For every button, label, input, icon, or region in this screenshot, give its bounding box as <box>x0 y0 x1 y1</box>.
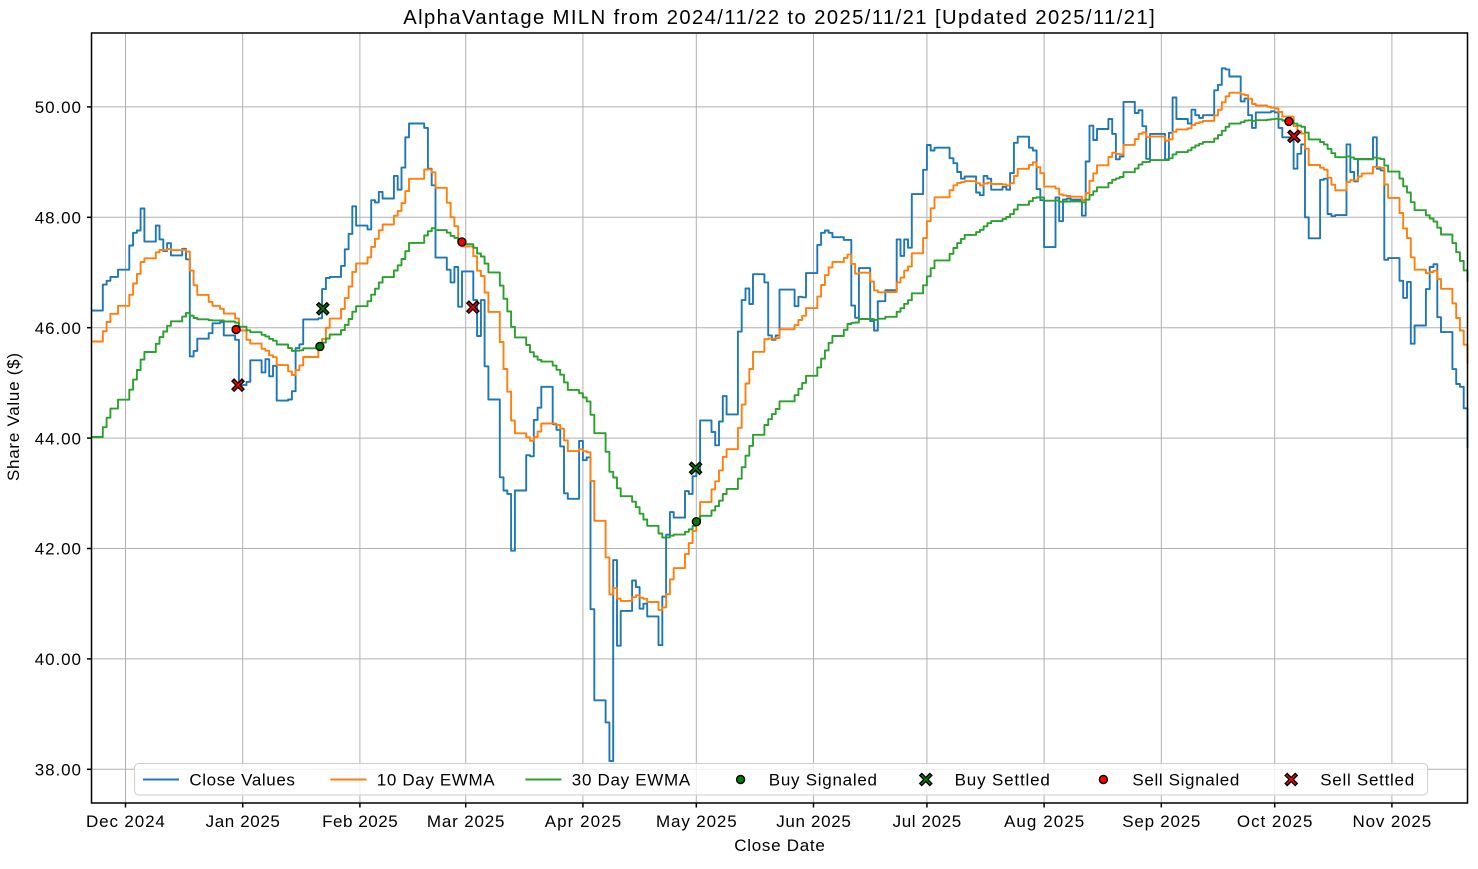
svg-text:Share Value ($): Share Value ($) <box>4 353 23 481</box>
svg-text:42.00: 42.00 <box>35 540 81 559</box>
svg-text:Aug 2025: Aug 2025 <box>1004 812 1084 831</box>
svg-text:48.00: 48.00 <box>35 209 81 228</box>
svg-text:Jul 2025: Jul 2025 <box>893 812 962 831</box>
svg-text:AlphaVantage MILN from 2024/11: AlphaVantage MILN from 2024/11/22 to 202… <box>403 7 1155 29</box>
svg-text:38.00: 38.00 <box>35 761 81 780</box>
svg-text:10 Day EWMA: 10 Day EWMA <box>377 771 495 790</box>
svg-text:Buy Settled: Buy Settled <box>955 771 1050 790</box>
svg-text:May 2025: May 2025 <box>656 812 737 831</box>
svg-text:Close Date: Close Date <box>734 836 825 855</box>
svg-text:Nov 2025: Nov 2025 <box>1353 812 1432 831</box>
svg-text:Sell Settled: Sell Settled <box>1320 771 1414 790</box>
svg-text:Feb 2025: Feb 2025 <box>322 812 398 831</box>
svg-text:Sell Signaled: Sell Signaled <box>1132 771 1239 790</box>
svg-text:Jan 2025: Jan 2025 <box>206 812 280 831</box>
svg-text:Mar 2025: Mar 2025 <box>427 812 505 831</box>
svg-text:40.00: 40.00 <box>35 650 81 669</box>
svg-text:30 Day EWMA: 30 Day EWMA <box>572 771 691 790</box>
svg-text:Dec 2024: Dec 2024 <box>86 812 165 831</box>
svg-text:Apr 2025: Apr 2025 <box>545 812 622 831</box>
svg-text:50.00: 50.00 <box>35 98 81 117</box>
svg-text:Close Values: Close Values <box>189 771 295 790</box>
svg-text:Oct 2025: Oct 2025 <box>1237 812 1313 831</box>
svg-text:44.00: 44.00 <box>35 429 81 448</box>
svg-text:Buy Signaled: Buy Signaled <box>769 771 877 790</box>
svg-text:46.00: 46.00 <box>35 319 81 338</box>
svg-text:Jun 2025: Jun 2025 <box>776 812 851 831</box>
svg-text:Sep 2025: Sep 2025 <box>1122 812 1200 831</box>
